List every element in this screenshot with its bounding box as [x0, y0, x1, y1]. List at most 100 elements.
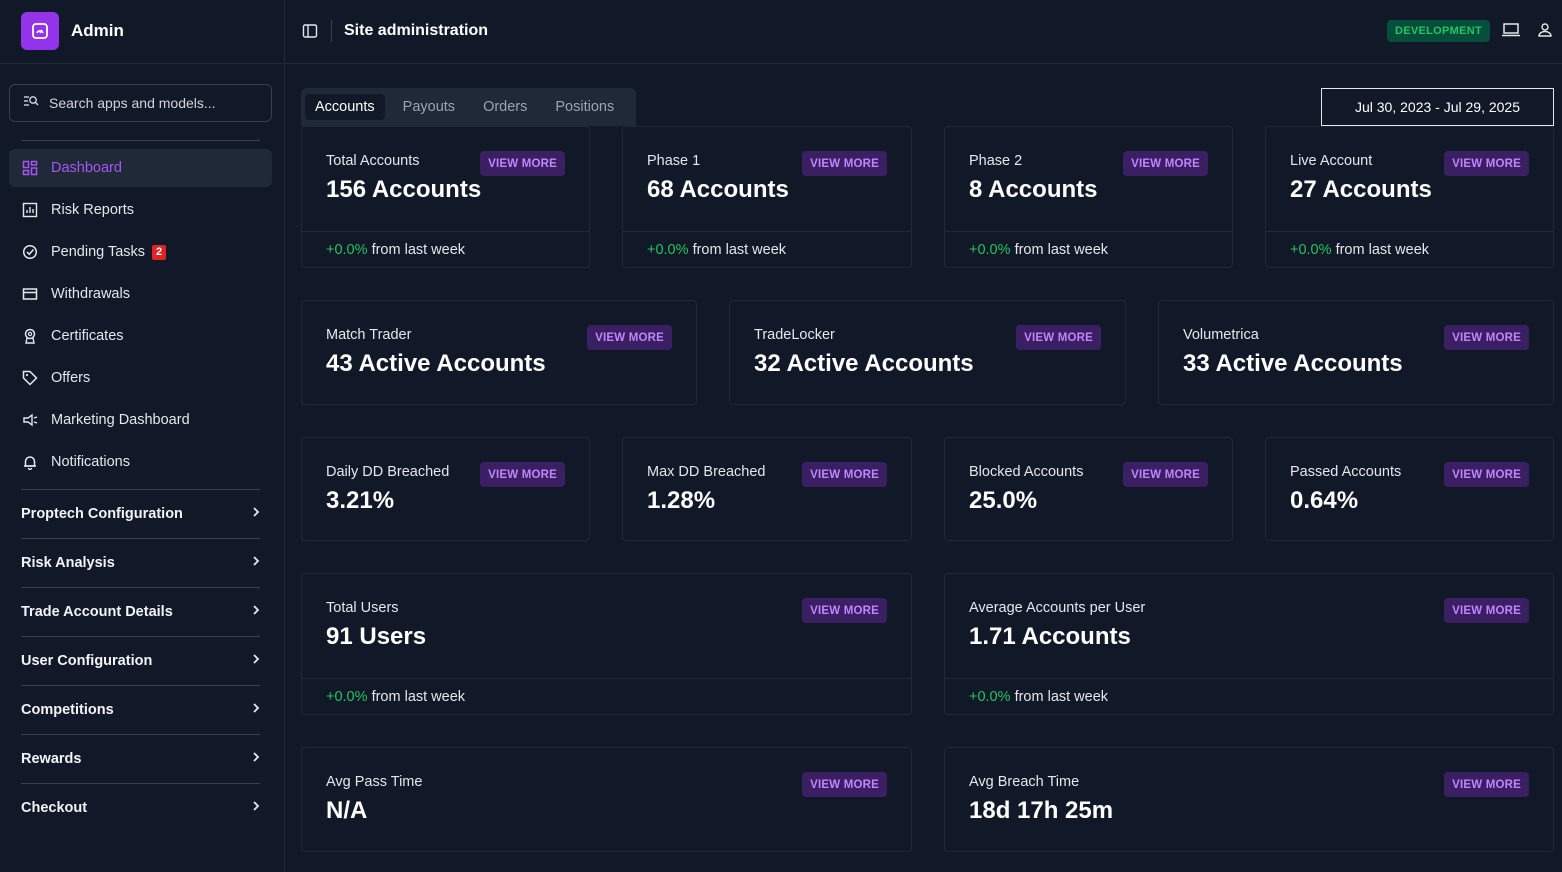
- card-blocked-accounts: Blocked Accounts 25.0% VIEW MORE: [944, 437, 1233, 541]
- card-value: 33 Active Accounts: [1183, 350, 1403, 377]
- view-more-button[interactable]: VIEW MORE: [1123, 151, 1208, 176]
- section-label: Rewards: [21, 751, 82, 767]
- sidebar-item-notifications[interactable]: Notifications: [9, 443, 272, 481]
- brand-header: Admin: [0, 0, 284, 64]
- section-user-configuration[interactable]: User Configuration: [21, 636, 260, 685]
- card-label: Total Users: [326, 600, 399, 616]
- brand-title: Admin: [71, 21, 124, 40]
- view-more-button[interactable]: VIEW MORE: [480, 462, 565, 487]
- sidebar-item-certificates[interactable]: Certificates: [9, 317, 272, 355]
- chevron-right-icon: [252, 653, 260, 669]
- change-text: from last week: [371, 242, 466, 258]
- card-label: Daily DD Breached: [326, 464, 450, 480]
- view-more-button[interactable]: VIEW MORE: [480, 151, 565, 176]
- card-label: Live Account: [1290, 153, 1373, 169]
- dashboard-icon: [21, 159, 39, 177]
- card-label: TradeLocker: [754, 327, 835, 343]
- search-input[interactable]: [49, 95, 259, 111]
- tab-accounts[interactable]: Accounts: [305, 94, 385, 120]
- section-label: Checkout: [21, 800, 88, 816]
- card-value: 8 Accounts: [969, 176, 1098, 203]
- card-avg-accounts-per-user: Average Accounts per User 1.71 Accounts …: [944, 573, 1554, 715]
- change-text: from last week: [1014, 242, 1109, 258]
- sidebar-item-offers[interactable]: Offers: [9, 359, 272, 397]
- view-more-button[interactable]: VIEW MORE: [802, 151, 887, 176]
- change-text: from last week: [1335, 242, 1430, 258]
- view-more-button[interactable]: VIEW MORE: [587, 325, 672, 350]
- sidebar-item-dashboard[interactable]: Dashboard: [9, 149, 272, 187]
- tab-bar: Accounts Payouts Orders Positions: [301, 88, 637, 126]
- section-competitions[interactable]: Competitions: [21, 685, 260, 734]
- header-divider: [331, 20, 332, 42]
- card-value: 32 Active Accounts: [754, 350, 974, 377]
- sidebar-item-label: Certificates: [51, 328, 124, 344]
- section-trade-account-details[interactable]: Trade Account Details: [21, 587, 260, 636]
- megaphone-icon: [21, 411, 39, 429]
- section-label: User Configuration: [21, 653, 153, 669]
- view-more-button[interactable]: VIEW MORE: [802, 462, 887, 487]
- sidebar-item-label: Risk Reports: [51, 202, 134, 218]
- sidebar-toggle-icon[interactable]: [302, 23, 318, 44]
- card-tradelocker: TradeLocker 32 Active Accounts VIEW MORE: [729, 300, 1126, 405]
- section-proptech-configuration[interactable]: Proptech Configuration: [21, 489, 260, 538]
- tab-payouts[interactable]: Payouts: [402, 99, 456, 115]
- sidebar-item-label: Dashboard: [51, 160, 122, 176]
- search-box[interactable]: [9, 84, 272, 122]
- view-more-button[interactable]: VIEW MORE: [1444, 462, 1529, 487]
- chevron-right-icon: [252, 604, 260, 620]
- card-footer: +0.0% from last week: [945, 231, 1232, 268]
- card-label: Blocked Accounts: [969, 464, 1084, 480]
- card-daily-dd-breached: Daily DD Breached 3.21% VIEW MORE: [301, 437, 590, 541]
- card-phase2: Phase 2 8 Accounts VIEW MORE +0.0% from …: [944, 126, 1233, 268]
- view-more-button[interactable]: VIEW MORE: [1444, 598, 1529, 623]
- view-more-button[interactable]: VIEW MORE: [1123, 462, 1208, 487]
- sidebar-item-withdrawals[interactable]: Withdrawals: [9, 275, 272, 313]
- card-live-account: Live Account 27 Accounts VIEW MORE +0.0%…: [1265, 126, 1554, 268]
- card-match-trader: Match Trader 43 Active Accounts VIEW MOR…: [301, 300, 697, 405]
- view-more-button[interactable]: VIEW MORE: [1016, 325, 1101, 350]
- sidebar-item-marketing-dashboard[interactable]: Marketing Dashboard: [9, 401, 272, 439]
- section-checkout[interactable]: Checkout: [21, 783, 260, 832]
- change-percent: +0.0%: [1290, 242, 1332, 258]
- section-risk-analysis[interactable]: Risk Analysis: [21, 538, 260, 587]
- gauge-icon[interactable]: [21, 12, 59, 50]
- card-footer: +0.0% from last week: [302, 231, 589, 268]
- section-label: Competitions: [21, 702, 114, 718]
- sidebar-item-label: Notifications: [51, 454, 130, 470]
- view-more-button[interactable]: VIEW MORE: [802, 772, 887, 797]
- card-footer: +0.0% from last week: [1266, 231, 1553, 268]
- change-percent: +0.0%: [969, 242, 1011, 258]
- change-text: from last week: [371, 689, 466, 705]
- view-more-button[interactable]: VIEW MORE: [1444, 151, 1529, 176]
- change-percent: +0.0%: [647, 242, 689, 258]
- tab-orders[interactable]: Orders: [483, 99, 528, 115]
- card-label: Average Accounts per User: [969, 600, 1146, 616]
- user-icon[interactable]: [1537, 22, 1553, 43]
- section-rewards[interactable]: Rewards: [21, 734, 260, 783]
- card-footer: +0.0% from last week: [623, 231, 911, 268]
- card-value: N/A: [326, 797, 368, 824]
- card-value: 27 Accounts: [1290, 176, 1432, 203]
- check-circle-icon: [21, 243, 39, 261]
- change-percent: +0.0%: [326, 689, 368, 705]
- view-more-button[interactable]: VIEW MORE: [1444, 772, 1529, 797]
- sidebar-item-label: Pending Tasks: [51, 244, 146, 260]
- sidebar-item-pending-tasks[interactable]: Pending Tasks 2: [9, 233, 272, 271]
- date-range-picker[interactable]: Jul 30, 2023 - Jul 29, 2025: [1321, 88, 1554, 126]
- card-value: 1.28%: [647, 487, 716, 514]
- laptop-icon[interactable]: [1501, 22, 1521, 43]
- chart-icon: [21, 201, 39, 219]
- card-value: 0.64%: [1290, 487, 1359, 514]
- view-more-button[interactable]: VIEW MORE: [1444, 325, 1529, 350]
- chevron-right-icon: [252, 800, 260, 816]
- tab-positions[interactable]: Positions: [555, 99, 615, 115]
- card-label: Phase 1: [647, 153, 701, 169]
- view-more-button[interactable]: VIEW MORE: [802, 598, 887, 623]
- environment-badge: DEVELOPMENT: [1387, 20, 1491, 42]
- card-label: Avg Breach Time: [969, 774, 1080, 790]
- sidebar-item-risk-reports[interactable]: Risk Reports: [9, 191, 272, 229]
- card-footer: +0.0% from last week: [945, 678, 1553, 715]
- change-percent: +0.0%: [326, 242, 368, 258]
- award-icon: [21, 327, 39, 345]
- card-icon: [21, 285, 39, 303]
